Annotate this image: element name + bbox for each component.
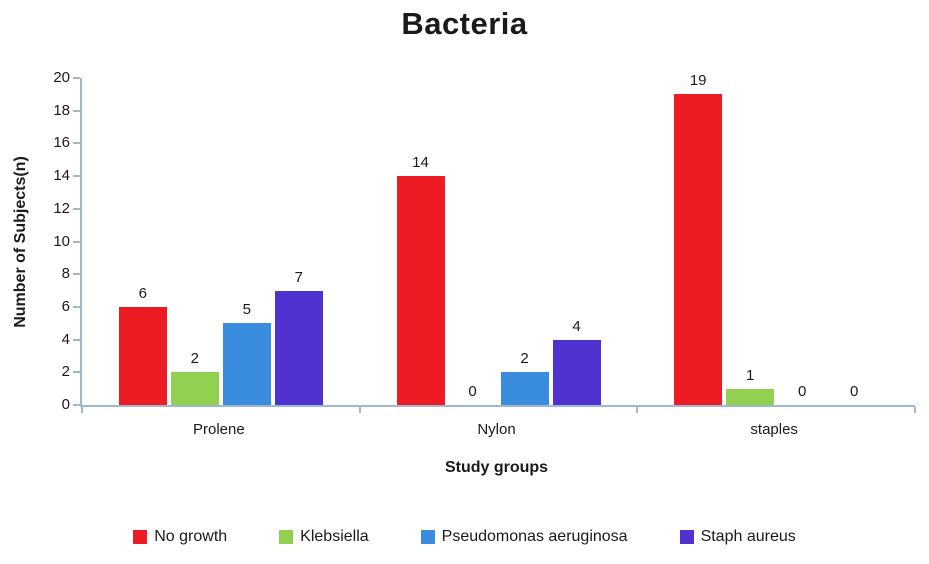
bar-slot-staples-staph-aureus: 0 <box>830 78 878 405</box>
y-tick-mark <box>73 77 80 79</box>
bar-groups: 6 2 5 7 14 0 2 4 19 1 0 0 <box>82 73 915 405</box>
bar-no-growth <box>396 176 445 405</box>
y-tick-mark <box>73 338 80 341</box>
y-tick-label: 8 <box>61 265 70 283</box>
y-tick-mark <box>73 207 80 210</box>
y-tick-mark <box>73 175 80 178</box>
legend-swatch-pseudomonas-aeruginosa <box>420 530 435 544</box>
y-tick-mark <box>73 273 80 276</box>
legend-swatch-staph-aureus <box>679 530 694 544</box>
bar-value-label: 1 <box>746 366 755 384</box>
legend-item-pseudomonas-aeruginosa: Pseudomonas aeruginosa <box>420 528 628 546</box>
bar-slot-nylon-klebsiella: 0 <box>449 78 497 405</box>
chart-title: Bacteria <box>401 6 528 41</box>
y-tick-label: 20 <box>53 69 70 86</box>
y-tick-label: 18 <box>53 101 70 119</box>
x-category-label-nylon: Nylon <box>477 421 516 438</box>
bar-slot-staples-no-growth: 19 <box>674 73 723 405</box>
bar-pseudomonas-aeruginosa <box>222 323 271 405</box>
bar-pseudomonas-aeruginosa <box>500 372 549 405</box>
bar-group-nylon: 14 0 2 4 <box>360 78 638 405</box>
x-category-label-staples: staples <box>750 421 798 438</box>
bar-slot-prolene-staph-aureus: 7 <box>274 78 323 405</box>
y-tick-label: 2 <box>61 363 70 381</box>
bar-value-label: 0 <box>850 383 859 400</box>
bar-no-growth <box>118 306 167 405</box>
bar-value-label: 4 <box>572 317 581 335</box>
bar-value-label: 2 <box>520 350 529 368</box>
y-tick-label: 16 <box>53 134 70 152</box>
bar-value-label: 7 <box>294 268 303 286</box>
x-axis-title: Study groups <box>444 459 549 476</box>
bar-value-label: 5 <box>242 301 251 319</box>
x-tick-mark <box>636 407 639 413</box>
x-category-label-prolene: Prolene <box>192 421 245 438</box>
bar-value-label: 2 <box>190 350 199 368</box>
legend-item-no-growth: No growth <box>133 528 227 546</box>
bar-slot-prolene-klebsiella: 2 <box>170 78 219 405</box>
y-tick-mark <box>73 109 80 112</box>
bar-klebsiella <box>726 388 775 405</box>
legend-label: Klebsiella <box>300 528 369 545</box>
bar-value-label: 0 <box>798 383 807 400</box>
x-tick-mark <box>81 407 83 413</box>
y-tick-label: 4 <box>61 330 70 348</box>
bar-group-prolene: 6 2 5 7 <box>82 78 360 405</box>
y-tick-mark <box>73 142 80 145</box>
y-tick-mark <box>73 404 80 406</box>
bar-klebsiella <box>170 372 219 405</box>
legend-label: Staph aureus <box>700 528 796 545</box>
bar-slot-nylon-staph-aureus: 4 <box>552 78 601 405</box>
y-tick-label: 10 <box>53 232 70 250</box>
bar-slot-staples-pseudomonas-aeruginosa: 0 <box>778 78 826 405</box>
bar-staph-aureus <box>274 290 323 405</box>
x-tick-mark <box>914 407 916 413</box>
y-tick-label: 0 <box>61 396 70 413</box>
bar-value-label: 0 <box>468 383 477 400</box>
bar-slot-prolene-pseudomonas-aeruginosa: 5 <box>222 78 271 405</box>
y-tick-label: 6 <box>61 297 70 315</box>
bar-value-label: 19 <box>689 72 707 90</box>
bar-slot-prolene-no-growth: 6 <box>118 78 167 405</box>
bar-staph-aureus <box>552 339 601 405</box>
bar-no-growth <box>674 94 723 405</box>
plot-area: 6 2 5 7 14 0 2 4 19 1 0 0 0 2 4 6 8 10 12 14 16 18 20 <box>53 69 916 413</box>
legend: No growth Klebsiella Pseudomonas aeruginos… <box>0 528 929 546</box>
bar-value-label: 14 <box>412 154 429 172</box>
legend-label: No growth <box>154 528 228 545</box>
bar-slot-nylon-no-growth: 14 <box>396 78 445 405</box>
legend-swatch-klebsiella <box>279 530 294 544</box>
bar-value-label: 6 <box>138 284 147 302</box>
legend-item-staph-aureus: Staph aureus <box>679 528 796 546</box>
bar-slot-nylon-pseudomonas-aeruginosa: 2 <box>500 78 549 405</box>
y-tick-mark <box>73 305 80 308</box>
legend-item-klebsiella: Klebsiella <box>279 528 369 546</box>
category-row: Prolene Nylon staples <box>80 421 913 438</box>
legend-label: Pseudomonas aeruginosa <box>441 528 628 545</box>
y-tick-mark <box>73 371 80 374</box>
y-tick-label: 14 <box>53 167 70 185</box>
bar-group-staples: 19 1 0 0 <box>637 73 915 405</box>
bar-slot-staples-klebsiella: 1 <box>726 78 775 405</box>
y-tick-mark <box>73 240 80 243</box>
y-axis-title: Number of Subjects(n) <box>12 156 29 328</box>
legend-swatch-no-growth <box>133 530 148 544</box>
y-tick-label: 12 <box>53 199 70 217</box>
x-tick-mark <box>358 407 361 413</box>
